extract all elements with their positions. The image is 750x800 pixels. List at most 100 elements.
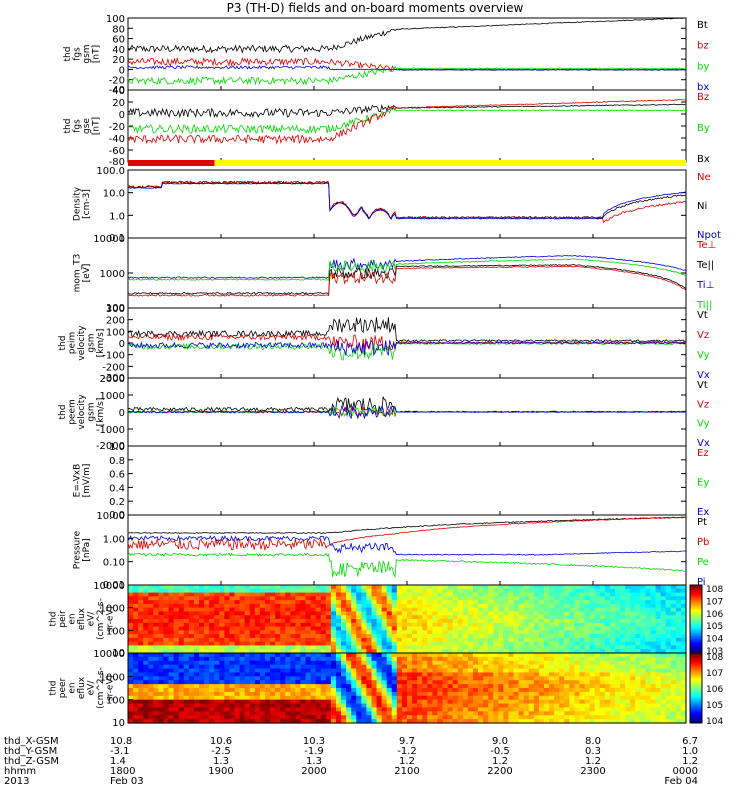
spectrogram-cell xyxy=(488,645,494,650)
spectrogram-cell xyxy=(148,600,154,605)
spectrogram-cell xyxy=(462,691,469,697)
spectrogram-cell xyxy=(655,626,662,631)
spectrogram-cell xyxy=(472,680,479,685)
spectrogram-cell xyxy=(330,634,337,639)
spectrogram-cell xyxy=(508,668,515,674)
spectrogram-cell xyxy=(635,680,641,685)
spectrogram-cell xyxy=(630,611,636,616)
spectrogram-cell xyxy=(143,630,149,635)
spectrogram-cell xyxy=(270,634,276,639)
y-axis-label: [nPa] xyxy=(82,538,92,561)
spectrogram-cell xyxy=(234,695,241,701)
spectrogram-cell xyxy=(234,680,241,685)
x-axis-value: Feb 04 xyxy=(664,776,698,787)
spectrogram-cell xyxy=(543,611,550,616)
spectrogram-cell xyxy=(249,592,256,597)
spectrogram-cell xyxy=(645,672,652,677)
spectrogram-cell xyxy=(670,676,677,681)
spectrogram-cell xyxy=(407,600,413,605)
spectrogram-cell xyxy=(346,680,352,685)
spectrogram-cell xyxy=(538,619,545,624)
spectrogram-cell xyxy=(381,611,388,616)
spectrogram-cell xyxy=(635,645,641,650)
spectrogram-cell xyxy=(604,699,611,705)
spectrogram-cell xyxy=(437,711,444,716)
spectrogram-cell xyxy=(675,660,682,666)
spectrogram-cell xyxy=(199,684,205,689)
spectrogram-cell xyxy=(376,695,383,701)
spectrogram-cell xyxy=(295,672,302,677)
spectrogram-cell xyxy=(330,660,337,666)
spectrogram-cell xyxy=(604,719,611,724)
spectrogram-cell xyxy=(452,641,459,647)
spectrogram-cell xyxy=(559,596,565,601)
spectrogram-cell xyxy=(143,585,149,590)
spectrogram-cell xyxy=(366,715,373,720)
y-axis-label: eV/ xyxy=(87,680,97,696)
spectrogram-cell xyxy=(376,588,383,594)
spectrogram-cell xyxy=(645,715,652,720)
spectrogram-cell xyxy=(655,695,662,701)
spectrogram-cell xyxy=(655,619,662,624)
spectrogram-ion xyxy=(127,584,687,654)
spectrogram-cell xyxy=(315,600,322,605)
spectrogram-cell xyxy=(442,588,449,594)
spectrogram-cell xyxy=(498,656,504,662)
spectrogram-cell xyxy=(660,619,667,624)
spectrogram-cell xyxy=(417,676,423,681)
spectrogram-cell xyxy=(543,664,550,670)
spectrogram-cell xyxy=(589,684,596,689)
spectrogram-cell xyxy=(457,707,464,712)
spectrogram-cell xyxy=(391,688,398,693)
spectrogram-cell xyxy=(371,684,378,689)
spectrogram-cell xyxy=(437,672,444,677)
spectrogram-cell xyxy=(508,588,515,594)
y-axis-label: peir xyxy=(58,610,68,628)
spectrogram-cell xyxy=(442,703,449,709)
spectrogram-cell xyxy=(528,660,535,666)
spectrogram-cell xyxy=(432,699,439,705)
spectrogram-cell xyxy=(204,703,210,709)
spectrogram-cell xyxy=(680,656,687,662)
spectrogram-cell xyxy=(564,600,570,605)
spectrogram-cell xyxy=(589,622,596,628)
spectrogram-cell xyxy=(559,672,565,677)
spectrogram-cell xyxy=(381,626,388,631)
spectrogram-cell xyxy=(493,615,499,620)
spectrogram-cell xyxy=(467,691,474,697)
spectrogram-cell xyxy=(153,615,160,620)
spectrogram-cell xyxy=(559,588,565,594)
spectrogram-cell xyxy=(178,688,185,693)
spectrogram-cell xyxy=(427,711,433,716)
spectrogram-cell xyxy=(315,630,322,635)
spectrogram-cell xyxy=(229,596,236,601)
spectrogram-cell xyxy=(574,695,581,701)
spectrogram-cell xyxy=(488,585,494,590)
spectrogram-cell xyxy=(412,660,418,666)
spectrogram-cell xyxy=(193,707,200,712)
spectrogram-cell xyxy=(574,676,581,681)
spectrogram-cell xyxy=(538,603,545,609)
spectrogram-cell xyxy=(462,680,469,685)
spectrogram-cell xyxy=(285,600,291,605)
spectrogram-cell xyxy=(523,668,530,674)
spectrogram-cell xyxy=(224,691,231,697)
spectrogram-cell xyxy=(259,672,266,677)
spectrogram-cell xyxy=(168,711,175,716)
spectrogram-cell xyxy=(645,691,652,697)
spectrogram-cell xyxy=(630,719,636,724)
spectrogram-cell xyxy=(128,641,134,647)
spectrogram-cell xyxy=(584,615,591,620)
spectrogram-cell xyxy=(234,684,241,689)
spectrogram-cell xyxy=(498,603,504,609)
spectrogram-cell xyxy=(219,588,225,594)
spectrogram-cell xyxy=(417,592,423,597)
spectrogram-cell xyxy=(472,592,479,597)
spectrogram-cell xyxy=(635,634,641,639)
spectrogram-cell xyxy=(315,585,322,590)
spectrogram-cell xyxy=(543,588,550,594)
spectrogram-cell xyxy=(488,615,494,620)
spectrogram-cell xyxy=(483,699,489,705)
spectrogram-cell xyxy=(508,585,515,590)
spectrogram-cell xyxy=(214,615,220,620)
